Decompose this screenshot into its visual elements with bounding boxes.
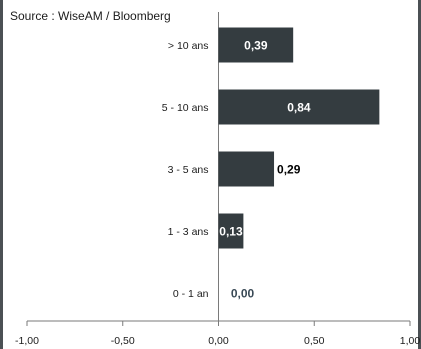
x-tick-label: 0,50: [304, 335, 325, 347]
value-label: 0,39: [244, 39, 268, 53]
bar: [218, 89, 380, 125]
bar: [218, 151, 275, 187]
x-tick-label: 0,00: [208, 335, 229, 347]
x-tick-label: 1,00: [400, 335, 421, 347]
category-label: 0 - 1 an: [173, 288, 209, 300]
value-label: 0,84: [287, 101, 311, 115]
category-label: 3 - 5 ans: [168, 164, 209, 176]
x-tick-label: -0,50: [111, 335, 135, 347]
category-label: 5 - 10 ans: [162, 102, 209, 114]
x-tick-label: -1,00: [15, 335, 39, 347]
value-label: 0,29: [277, 163, 301, 177]
source-note: Source : WiseAM / Bloomberg: [10, 9, 171, 23]
bar: [218, 213, 244, 249]
bar: [218, 27, 294, 63]
category-label: 1 - 3 ans: [168, 226, 209, 238]
value-label: 0,00: [231, 287, 255, 301]
frame-border-right: [418, 0, 421, 349]
value-label: 0,13: [219, 225, 243, 239]
frame-border-left: [0, 0, 3, 349]
category-label: > 10 ans: [168, 40, 209, 52]
